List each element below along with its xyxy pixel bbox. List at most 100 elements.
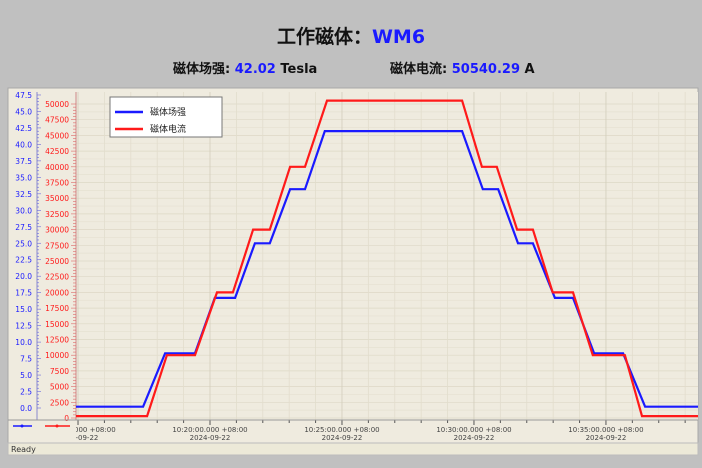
data-point [234,297,236,299]
x-tick-date: 2024-09-22 [322,434,363,442]
data-point [516,228,518,231]
current-axis-tick-label: 32500 [45,210,69,219]
current-axis-tick-label: 25000 [45,257,69,266]
data-point [194,354,196,357]
data-point [304,166,306,168]
left-axis-tick-label: 10.0 [15,338,32,347]
current-axis-tick-label: 2500 [50,398,69,407]
left-axis-tick-label: 40.0 [15,140,32,149]
data-point [591,354,594,357]
x-tick-label: 10:20:00.000 +08:00 [172,426,247,434]
left-axis-tick-label: 35.0 [15,173,32,182]
data-point [622,352,624,355]
data-point [481,188,484,191]
x-tick-label: 10:25:00.000 +08:00 [304,426,379,434]
current-axis-tick-label: 5000 [50,383,69,392]
x-tick-label: 10:35:00.000 +08:00 [568,426,643,434]
data-point [554,297,556,299]
x-tick-label: 10:30:00.000 +08:00 [436,426,511,434]
data-point [517,242,519,245]
left-axis-tick-label: 15.0 [15,305,32,314]
left-axis-tick-label: 30.0 [15,206,32,215]
legend: 磁体场强 磁体电流 [109,96,223,138]
left-axis-tick-label: 22.5 [15,256,32,265]
current-series-line [76,99,698,418]
x-tick-date: 2024-09-22 [586,434,627,442]
left-axis-tick-label: 32.5 [15,190,32,199]
current-axis-tick-label: 45000 [45,131,69,140]
current-axis-tick-label: 37500 [45,179,69,188]
current-value: 50540.29 [451,62,520,77]
x-tick-label: 10:15:00.000 +08:00 [40,426,115,434]
data-point [697,405,698,408]
field-label: 磁体场强: [173,62,231,77]
field-unit: Tesla [280,62,318,77]
data-point [641,415,643,417]
x-tick-date: 2024-09-22 [190,434,231,442]
status-bar [7,442,699,456]
data-point [166,354,168,357]
data-point [461,130,463,132]
data-point [146,415,148,417]
current-readout: 磁体电流: 50540.29 A [390,58,535,77]
plot-area [76,92,698,420]
current-axis-tick-label: 40000 [45,163,69,172]
current-axis-tick-label: 12500 [45,336,69,345]
data-point [289,188,291,191]
current-axis-tick-label: 42500 [45,147,69,156]
data-point [572,291,574,294]
data-point [697,415,698,417]
data-point [481,166,483,168]
left-axis-tick-label: 42.5 [15,124,32,133]
left-axis-tick-label: 12.5 [15,322,32,331]
left-axis-tick-label: 47.5 [15,91,32,100]
data-point [254,242,256,245]
current-label: 磁体电流: [390,62,448,77]
data-point [324,130,326,132]
current-axis-tick-label: 30000 [45,226,69,235]
data-point [496,166,498,168]
current-axis-tick-label: 35000 [45,194,69,203]
left-axis-tick-label: 17.5 [15,289,32,298]
left-axis-tick-label: 45.0 [15,107,32,116]
left-axis-tick-label: 2.5 [20,388,32,397]
data-point [252,228,254,231]
data-point [532,242,534,245]
title-label: 工作磁体： [276,26,372,48]
current-axis-tick-label: 17500 [45,304,69,313]
legend-current-label: 磁体电流 [150,123,186,135]
data-point [593,352,595,355]
field-readout: 磁体场强: 42.02 Tesla [173,58,317,77]
data-point [269,228,271,231]
x-tick-date: 2024-09-22 [454,434,495,442]
data-point [216,291,218,294]
data-point [164,352,166,355]
status-text: Ready [11,445,36,454]
data-point [461,99,463,102]
data-point [142,405,144,408]
data-point [551,291,554,294]
data-point [76,415,77,417]
left-axis-tick-label: 5.0 [20,371,32,380]
data-point [326,99,328,102]
x-axis-labels: 10:15:00.000 +08:002024-09-2210:20:00.00… [40,426,644,442]
magnet-name: WM6 [371,26,426,48]
data-point [644,405,646,408]
current-axis-tick-label: 0 [64,414,69,423]
current-axis-tick-label: 15000 [45,320,69,329]
field-value: 42.02 [234,62,276,77]
current-axis-tick-label: 50000 [45,100,69,109]
left-axis-tick-label: 27.5 [15,223,32,232]
current-axis-tick-label: 22500 [45,273,69,282]
legend-field-label: 磁体场强 [150,106,186,118]
current-unit: A [524,62,535,77]
x-tick-date: 2024-09-22 [58,434,99,442]
data-point [232,291,234,294]
data-point [572,297,574,299]
data-point [304,188,306,191]
page-title: 工作磁体：WM6 [0,22,702,49]
data-point [624,354,626,357]
left-axis-tick-label: 0.0 [20,404,32,413]
current-axis-tick-label: 7500 [50,367,69,376]
